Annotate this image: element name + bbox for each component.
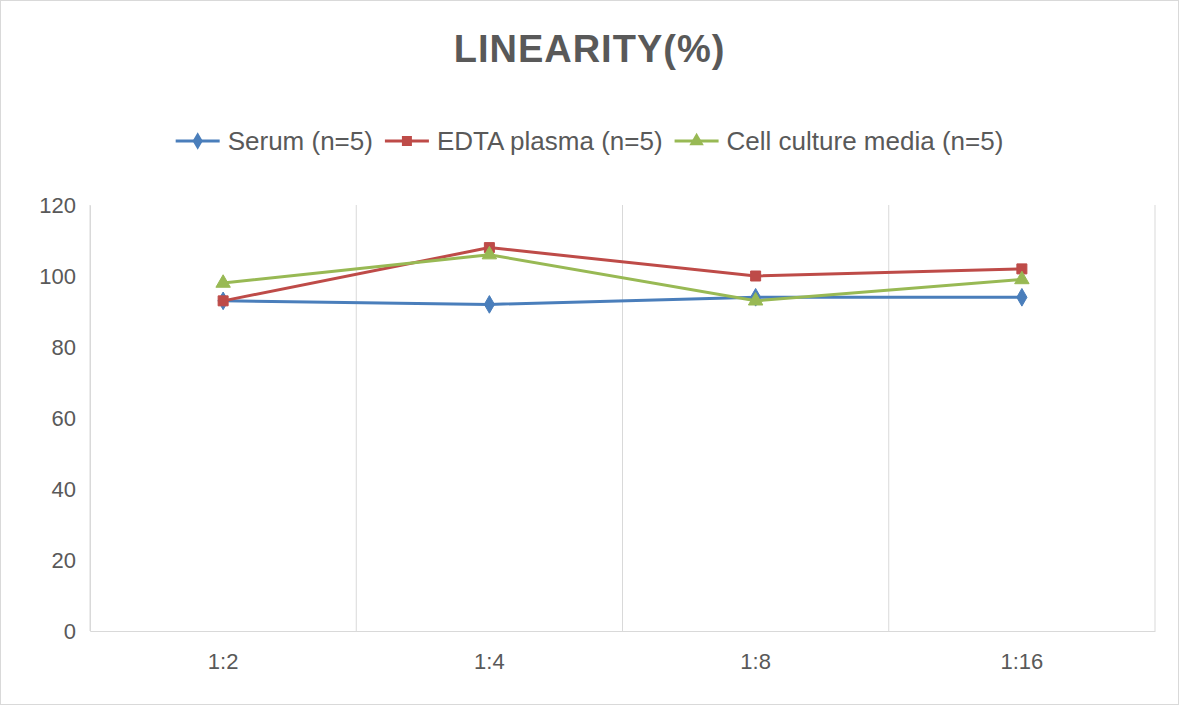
- y-tick-label: 120: [39, 193, 76, 218]
- grid: [90, 205, 1155, 631]
- series-marker: [218, 292, 228, 310]
- legend: Serum (n=5) EDTA plasma (n=5) Cell culture…: [176, 126, 1004, 156]
- grid-line: [1155, 205, 1156, 631]
- series-marker: [1017, 288, 1027, 306]
- legend-label: Serum (n=5): [228, 126, 373, 156]
- y-tick-label: 60: [52, 406, 76, 431]
- y-tick: 60: [52, 406, 90, 431]
- y-tick: 80: [52, 335, 90, 360]
- chart: LINEARITY(%) 0 20 40 60 80 100 120 1:2 1:4 1:8 1:16…: [0, 0, 1179, 705]
- legend-marker: [689, 133, 703, 145]
- series-marker: [1015, 271, 1029, 283]
- series-line: [223, 248, 1022, 301]
- x-tick: 1:2: [208, 631, 239, 674]
- y-tick: 100: [39, 264, 90, 289]
- x-tick-label: 1:8: [740, 649, 771, 674]
- y-tick-label: 80: [52, 335, 76, 360]
- legend-label: EDTA plasma (n=5): [437, 126, 663, 156]
- x-tick: 1:8: [740, 631, 771, 674]
- plot-area: [216, 243, 1029, 314]
- y-axis-line: [90, 206, 91, 632]
- series-marker: [216, 275, 230, 287]
- grid-line: [888, 205, 889, 631]
- series-line: [223, 297, 1022, 304]
- x-axis-line: [91, 631, 1156, 632]
- y-axis: 0 20 40 60 80 100 120: [39, 193, 90, 644]
- grid-line: [622, 205, 623, 631]
- y-tick-label: 40: [52, 477, 76, 502]
- y-tick-label: 20: [52, 548, 76, 573]
- grid-line: [90, 205, 91, 631]
- x-tick: 1:16: [1000, 631, 1043, 674]
- y-tick: 120: [39, 193, 90, 218]
- series-marker: [748, 293, 762, 305]
- x-axis: 1:2 1:4 1:8 1:16: [91, 631, 1156, 674]
- series-marker: [218, 296, 228, 306]
- x-tick-label: 1:2: [208, 649, 239, 674]
- legend-marker: [193, 132, 203, 150]
- chart-frame: [1, 1, 1179, 705]
- x-tick: 1:4: [474, 631, 505, 674]
- y-tick: 0: [64, 619, 90, 644]
- title: LINEARITY(%): [454, 28, 726, 70]
- legend-item: Serum (n=5): [176, 126, 373, 156]
- x-tick-label: 1:4: [474, 649, 505, 674]
- x-tick-label: 1:16: [1000, 649, 1043, 674]
- y-tick-label: 0: [64, 619, 76, 644]
- series-line: [223, 255, 1022, 301]
- series-marker: [751, 271, 761, 281]
- series-marker: [484, 296, 494, 314]
- y-tick: 40: [52, 477, 90, 502]
- y-tick: 20: [52, 548, 90, 573]
- legend-item: Cell culture media (n=5): [675, 126, 1004, 156]
- series-marker: [482, 246, 496, 258]
- legend-marker: [402, 136, 412, 146]
- legend-label: Cell culture media (n=5): [727, 126, 1004, 156]
- legend-item: EDTA plasma (n=5): [385, 126, 663, 156]
- y-tick-label: 100: [39, 264, 76, 289]
